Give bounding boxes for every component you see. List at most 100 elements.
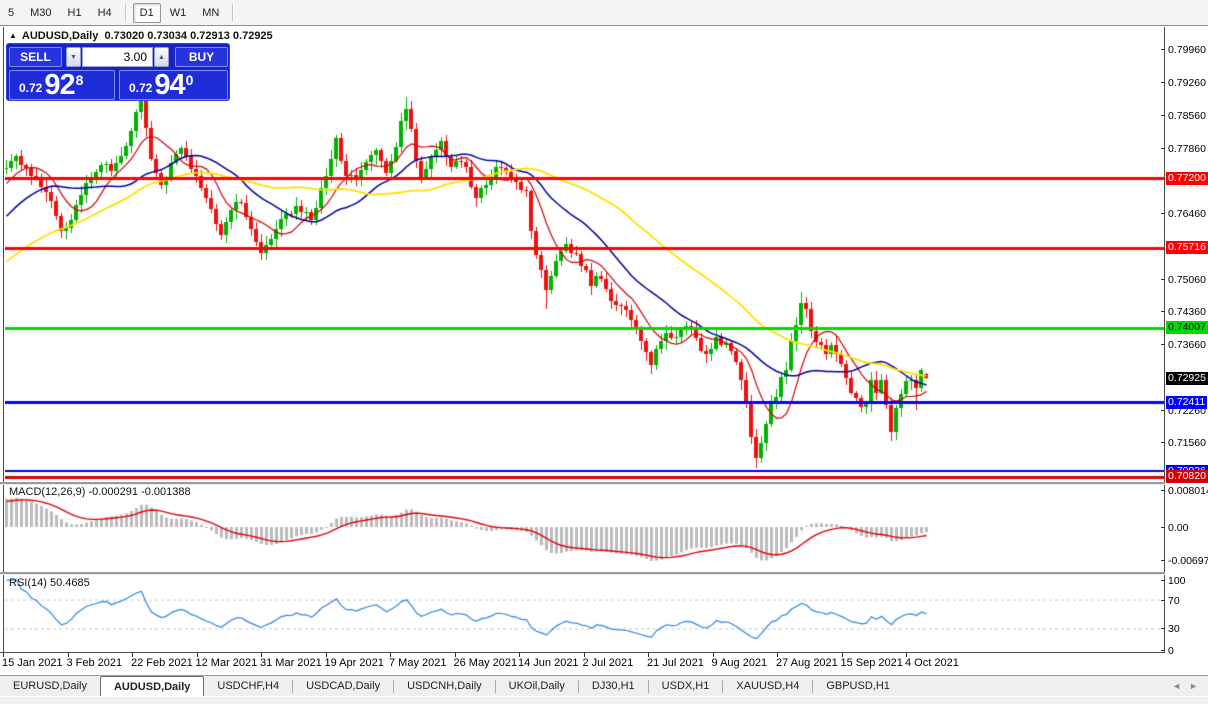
chart-tab-bar: EURUSD,Daily AUDUSD,Daily USDCHF,H4 USDCAD,… xyxy=(0,675,1208,696)
time-axis-label: 12 Mar 2021 xyxy=(195,657,258,669)
timeframe-button-5[interactable]: 5 xyxy=(8,6,15,19)
timeframe-button-mn[interactable]: MN xyxy=(202,6,220,19)
timeframe-button-d1[interactable]: D1 xyxy=(132,2,161,23)
rsi-scale-tickmark xyxy=(1161,580,1165,581)
timeframe-button-w1[interactable]: W1 xyxy=(169,6,187,19)
macd-indicator-canvas[interactable] xyxy=(5,484,1164,572)
price-scale-tick: 0.76460 xyxy=(1168,208,1206,220)
macd-scale-tick: 0.008014 xyxy=(1168,485,1208,497)
price-scale-tick: 0.79960 xyxy=(1168,44,1206,57)
time-axis-label: 14 Jun 2021 xyxy=(518,657,579,669)
volume-down-button[interactable]: ▼ xyxy=(66,47,81,67)
chart-collapse-icon: ▲ xyxy=(9,31,17,40)
price-scale-tick: 0.78560 xyxy=(1168,109,1206,122)
chart-tab-usdcad[interactable]: USDCAD,Daily xyxy=(306,680,381,692)
macd-label: MACD(12,26,9) -0.000291 -0.001388 xyxy=(9,486,191,498)
rsi-indicator-canvas[interactable] xyxy=(5,575,1164,652)
tab-separator xyxy=(393,679,395,693)
tab-separator xyxy=(722,679,724,693)
tab-scroll-left-icon[interactable]: ◄ xyxy=(1172,681,1182,691)
price-scale-tickmark xyxy=(1161,311,1165,313)
rsi-label: RSI(14) 50.4685 xyxy=(9,577,90,589)
price-chart-canvas[interactable] xyxy=(5,27,1164,481)
price-scale-tick: 0.75060 xyxy=(1168,273,1206,286)
price-scale-tick: 0.79260 xyxy=(1168,77,1206,90)
rsi-scale-tickmark xyxy=(1161,628,1165,629)
price-scale-tickmark xyxy=(1161,278,1165,280)
chart-tab-gbpusd[interactable]: GBPUSD,H1 xyxy=(826,680,890,692)
rsi-scale-tickmark xyxy=(1161,600,1165,601)
price-scale-tickmark xyxy=(1161,82,1165,84)
chart-title: ▲ AUDUSD,Daily 0.73020 0.73034 0.72913 0.… xyxy=(9,30,273,42)
rsi-splitter[interactable] xyxy=(0,572,1208,575)
time-axis[interactable]: 15 Jan 2021 3 Feb 2021 22 Feb 2021 12 Mar 2… xyxy=(0,653,1164,675)
time-axis-tickmark xyxy=(3,653,4,657)
one-click-trading-panel: SELL ▼ 3.00 ▲ BUY 0.72 92 8 0.72 94 0 xyxy=(6,43,230,101)
time-axis-tickmark xyxy=(196,653,198,657)
time-axis-tickmark xyxy=(132,653,133,657)
chart-tab-audusd[interactable]: AUDUSD,Daily xyxy=(99,676,205,696)
rsi-scale-tick: 70 xyxy=(1168,595,1180,607)
price-scale-tickmark xyxy=(1161,49,1165,51)
time-axis-tickmark xyxy=(519,653,520,657)
price-scale-tickmark xyxy=(1161,147,1165,149)
price-scale-tickmark xyxy=(1161,344,1165,345)
sell-price-pip: 8 xyxy=(75,72,84,88)
macd-scale-tickmark xyxy=(1161,560,1165,561)
volume-up-button[interactable]: ▲ xyxy=(154,47,169,67)
time-axis-tickmark xyxy=(261,653,262,657)
timeframe-button-h4[interactable]: H4 xyxy=(97,6,112,19)
toolbar-separator xyxy=(124,4,127,21)
volume-up-icon: ▲ xyxy=(158,53,165,61)
price-scale-tickmark xyxy=(1161,114,1165,116)
macd-scale-tickmark xyxy=(1161,490,1165,491)
sell-button[interactable]: SELL xyxy=(9,47,62,67)
price-scale-tickmark xyxy=(1161,409,1165,411)
time-axis-tickmark xyxy=(454,653,456,657)
volume-input[interactable]: 3.00 xyxy=(82,47,153,67)
time-axis-tickmark xyxy=(648,653,649,657)
timeframe-button-h1[interactable]: H1 xyxy=(67,6,82,19)
price-level-badge: 0.72411 xyxy=(1166,395,1208,409)
price-scale-tick: 0.71560 xyxy=(1168,437,1206,450)
buy-price-box[interactable]: 0.72 94 0 xyxy=(119,70,228,100)
sell-price-big: 92 xyxy=(44,69,75,101)
price-scale[interactable]: 0.79960 0.79260 0.78560 0.77860 0.76460 0.750… xyxy=(1165,27,1208,657)
buy-price-pip: 0 xyxy=(185,72,194,88)
time-axis-tickmark xyxy=(777,653,778,657)
time-axis-label: 21 Jul 2021 xyxy=(647,657,704,669)
time-axis-label: 27 Aug 2021 xyxy=(776,657,838,669)
price-level-badge: 0.74007 xyxy=(1166,321,1208,335)
volume-down-icon: ▼ xyxy=(70,53,77,61)
tab-separator xyxy=(577,679,579,693)
chart-tab-eurusd[interactable]: EURUSD,Daily xyxy=(13,680,87,692)
price-scale-tick: 0.77860 xyxy=(1168,142,1206,155)
tab-scroll-right-icon[interactable]: ► xyxy=(1189,681,1198,691)
buy-price-big: 94 xyxy=(154,69,185,101)
tab-separator xyxy=(494,679,496,693)
sell-price-box[interactable]: 0.72 92 8 xyxy=(9,70,115,100)
chart-tab-ukoil[interactable]: UKOil,Daily xyxy=(508,680,565,692)
chart-tab-xauusd[interactable]: XAUUSD,H4 xyxy=(736,680,800,692)
scale-separator-line xyxy=(1164,27,1165,653)
timeframe-button-m30[interactable]: M30 xyxy=(30,6,52,19)
time-axis-tickmark xyxy=(841,653,843,657)
macd-scale-tickmark xyxy=(1161,527,1165,528)
chart-tab-usdx[interactable]: USDX,H1 xyxy=(661,680,710,692)
chart-tab-usdchf[interactable]: USDCHF,H4 xyxy=(217,680,280,692)
price-scale-tickmark xyxy=(1161,442,1165,444)
chart-tab-usdcnh[interactable]: USDCNH,Daily xyxy=(407,680,482,692)
time-axis-label: 26 May 2021 xyxy=(453,657,518,669)
time-axis-label: 31 Mar 2021 xyxy=(260,657,322,669)
macd-scale-tick: 0.00 xyxy=(1168,522,1189,534)
time-axis-label: 19 Apr 2021 xyxy=(324,657,384,669)
rsi-bottom-border xyxy=(0,652,1208,653)
sell-price-prefix: 0.72 xyxy=(19,81,43,95)
rsi-scale-tick: 100 xyxy=(1168,575,1186,587)
buy-button[interactable]: BUY xyxy=(175,47,228,67)
chart-title-symbol: AUDUSD,Daily xyxy=(21,30,99,42)
time-axis-label: 2 Jul 2021 xyxy=(582,657,634,669)
macd-scale-tick: -0.00697 xyxy=(1168,555,1208,567)
chart-tab-dj30[interactable]: DJ30,H1 xyxy=(591,680,635,692)
tab-nav-arrows: ◄ ► xyxy=(1172,676,1208,696)
